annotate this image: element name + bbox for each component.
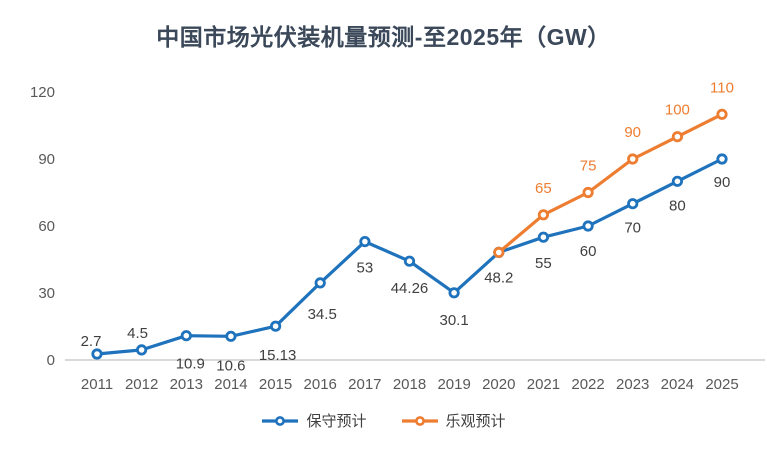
- x-axis-tick-label: 2014: [214, 376, 247, 393]
- x-axis-tick-label: 2018: [393, 376, 426, 393]
- conservative-data-point-marker: [403, 255, 416, 267]
- optimistic-data-label: 75: [580, 158, 597, 175]
- conservative-data-label: 70: [624, 220, 641, 237]
- optimistic-data-point-marker: [582, 186, 594, 199]
- x-axis-tick-label: 2023: [616, 376, 649, 393]
- conservative-data-point-marker: [671, 175, 684, 187]
- conservative-data-label: 10.6: [216, 357, 245, 374]
- conservative-data-point-marker: [269, 320, 282, 332]
- conservative-data-point-marker: [716, 153, 728, 165]
- y-axis-tick-label: 120: [30, 84, 55, 101]
- chart-legend: 保守预计 乐观预计: [0, 410, 767, 431]
- conservative-data-label: 34.5: [308, 306, 337, 323]
- optimistic-data-label: 65: [535, 180, 552, 197]
- x-axis-tick-label: 2013: [170, 376, 203, 393]
- legend-item-optimistic: 乐观预计: [401, 410, 506, 431]
- conservative-data-label: 10.9: [176, 356, 205, 373]
- conservative-data-label: 55: [535, 255, 552, 272]
- conservative-data-label: 60: [580, 243, 597, 260]
- legend-label-optimistic: 乐观预计: [445, 413, 506, 430]
- conservative-data-label: 4.5: [127, 325, 148, 342]
- conservative-data-point-marker: [136, 344, 148, 356]
- optimistic-legend-marker-icon: [401, 415, 438, 426]
- legend-item-conservative: 保守预计: [261, 410, 367, 431]
- optimistic-data-label: 110: [710, 79, 734, 96]
- conservative-data-point-marker: [359, 236, 371, 248]
- x-axis-tick-label: 2021: [527, 376, 560, 393]
- x-axis-tick-label: 2016: [304, 376, 337, 393]
- conservative-data-point-marker: [180, 330, 192, 342]
- conservative-data-point-marker: [537, 231, 550, 243]
- y-axis-tick-label: 30: [38, 285, 55, 302]
- conservative-data-label: 2.7: [81, 333, 102, 350]
- conservative-data-label: 80: [669, 197, 686, 214]
- optimistic-data-point-marker: [671, 131, 684, 143]
- y-axis-tick-label: 0: [47, 352, 55, 369]
- y-axis-tick-label: 60: [38, 218, 55, 235]
- optimistic-data-label: 90: [624, 124, 641, 141]
- conservative-data-label: 90: [714, 174, 731, 191]
- x-axis-tick-label: 2024: [661, 376, 694, 393]
- conservative-data-label: 48.2: [484, 269, 513, 286]
- conservative-legend-marker-icon: [262, 415, 299, 426]
- x-axis-tick-label: 2020: [482, 376, 515, 393]
- optimistic-data-point-marker: [627, 153, 639, 165]
- conservative-data-point-marker: [582, 220, 594, 232]
- optimistic-data-point-marker: [716, 108, 728, 120]
- conservative-data-point-marker: [314, 277, 326, 289]
- y-axis-tick-label: 90: [38, 151, 55, 168]
- conservative-data-point-marker: [627, 198, 639, 210]
- x-axis-tick-label: 2011: [81, 376, 113, 393]
- conservative-data-point-marker: [448, 287, 460, 299]
- optimistic-series-line: [497, 112, 724, 254]
- x-axis-tick-label: 2022: [571, 376, 604, 393]
- optimistic-data-point-marker: [537, 209, 550, 221]
- x-axis-tick-label: 2017: [348, 376, 381, 393]
- optimistic-data-label: 100: [665, 102, 690, 119]
- legend-label-conservative: 保守预计: [306, 413, 367, 430]
- conservative-data-label: 30.1: [439, 312, 468, 329]
- conservative-data-point-marker: [91, 348, 103, 360]
- x-axis-tick-label: 2015: [259, 376, 292, 393]
- conservative-data-label: 15.13: [259, 347, 297, 364]
- conservative-data-point-marker: [225, 330, 237, 342]
- x-axis-tick-label: 2012: [125, 376, 158, 393]
- optimistic-data-point-marker: [493, 246, 505, 258]
- x-axis-tick-label: 2025: [705, 376, 738, 393]
- x-axis-tick-label: 2019: [437, 376, 470, 393]
- conservative-data-label: 53: [357, 260, 374, 277]
- conservative-data-label: 44.26: [391, 280, 429, 297]
- chart-title: 中国市场光伏装机量预测-至2025年（GW）: [156, 24, 611, 50]
